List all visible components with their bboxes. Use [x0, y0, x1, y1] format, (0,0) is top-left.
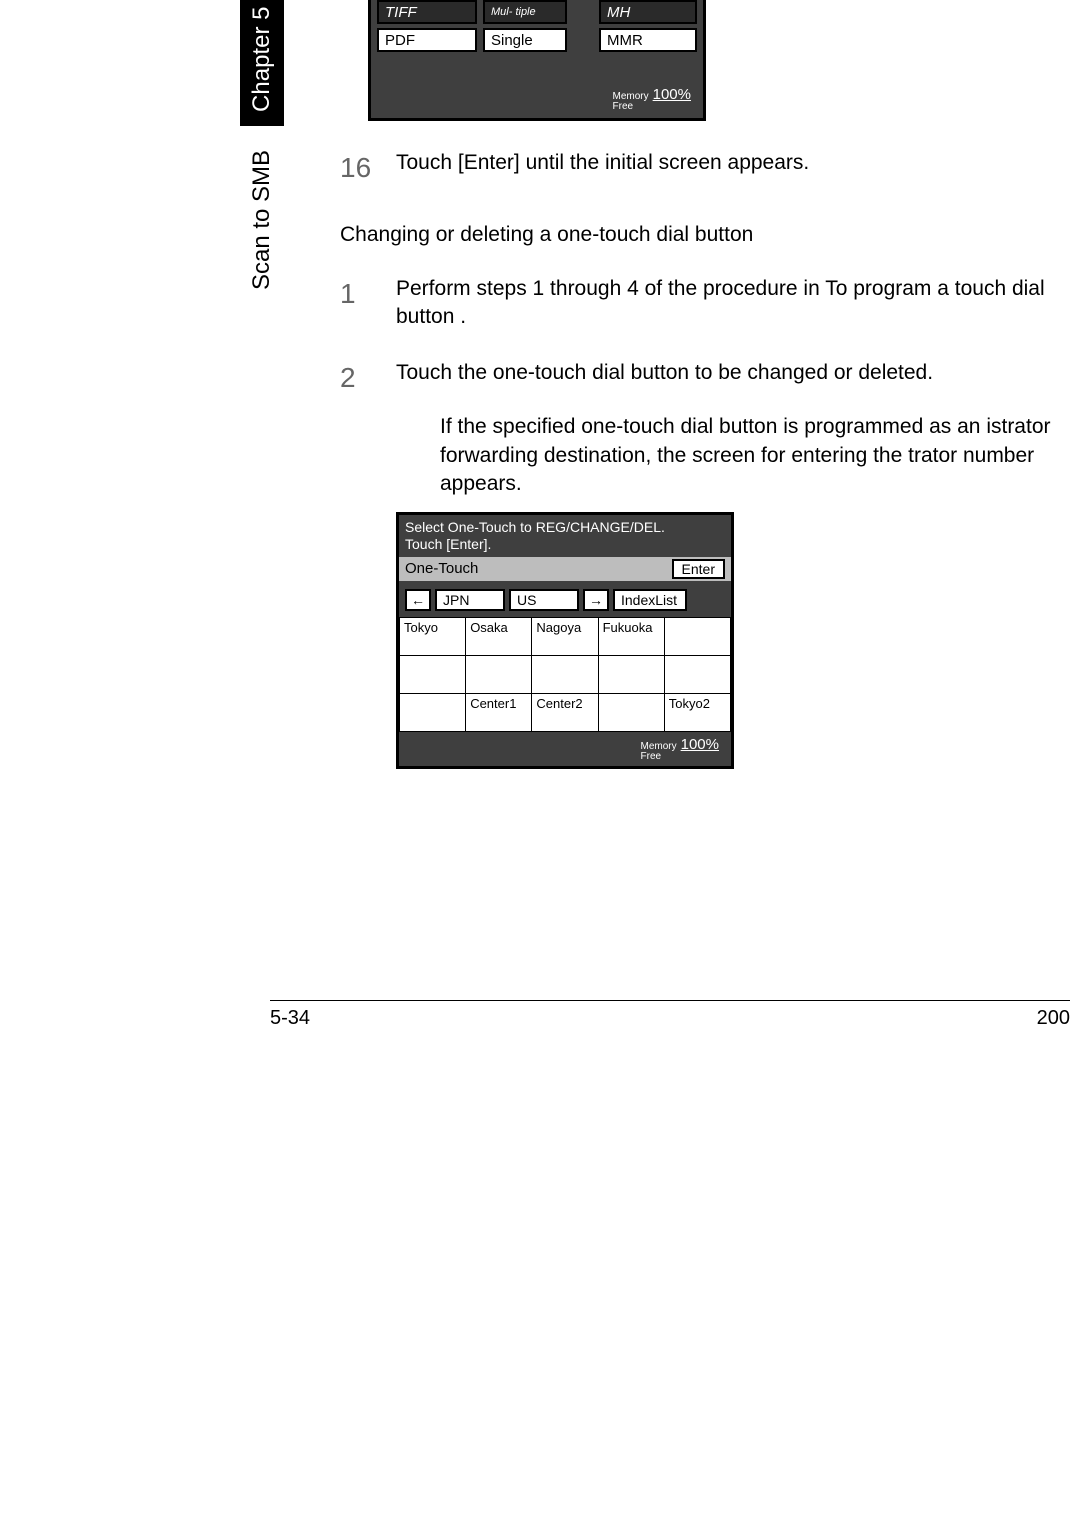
- dial-button[interactable]: Tokyo: [400, 617, 466, 655]
- page-number-left: 5-34: [270, 1007, 310, 1030]
- subheading: Changing or deleting a one-touch dial bu…: [340, 223, 1080, 247]
- main-column: TIFF Mul- tiple MH PDF Single MMR Memory…: [340, 0, 1080, 769]
- format-multiple[interactable]: Mul- tiple: [483, 0, 567, 24]
- enter-button[interactable]: Enter: [672, 559, 725, 579]
- one-touch-panel: Select One-Touch to REG/CHANGE/DEL. Touc…: [396, 512, 734, 769]
- page-footer: 5-34 200: [270, 1000, 1070, 1030]
- side-section: Scan to SMB: [242, 140, 282, 300]
- step-text: Touch the one-touch dial button to be ch…: [396, 359, 1080, 397]
- dial-button[interactable]: Fukuoka: [598, 617, 664, 655]
- tab-us[interactable]: US: [509, 589, 579, 611]
- dial-button[interactable]: [400, 655, 466, 693]
- one-touch-grid: Tokyo Osaka Nagoya Fukuoka Center1 Ce: [399, 617, 731, 732]
- dial-button[interactable]: [598, 655, 664, 693]
- step-text: Touch [Enter] until the initial screen a…: [396, 149, 1080, 187]
- lcd-title-2: Touch [Enter].: [405, 536, 725, 553]
- lcd-title-1: Select One-Touch to REG/CHANGE/DEL.: [405, 519, 725, 536]
- side-tab: Scan to SMB Chapter 5: [240, 0, 284, 300]
- step-1: 1 Perform steps 1 through 4 of the proce…: [340, 275, 1080, 332]
- step-2-note: If the specified one-touch dial button i…: [440, 413, 1080, 498]
- format-mmr[interactable]: MMR: [599, 28, 697, 52]
- lcd-bar-label: One-Touch: [405, 560, 478, 577]
- dial-button[interactable]: [598, 693, 664, 731]
- step-number: 2: [340, 359, 396, 397]
- format-single[interactable]: Single: [483, 28, 567, 52]
- page-number-right: 200: [1037, 1007, 1070, 1030]
- dial-button[interactable]: [532, 655, 598, 693]
- dial-button[interactable]: Tokyo2: [664, 693, 730, 731]
- dial-button[interactable]: Osaka: [466, 617, 532, 655]
- format-mh[interactable]: MH: [599, 0, 697, 24]
- step-number: 16: [340, 149, 396, 187]
- memory-free-top: Memory Free 100%: [377, 86, 697, 112]
- arrow-left-button[interactable]: ←: [405, 589, 431, 611]
- dial-button[interactable]: Center1: [466, 693, 532, 731]
- dial-button[interactable]: [400, 693, 466, 731]
- dial-button[interactable]: Center2: [532, 693, 598, 731]
- memory-free-lcd: Memory Free 100%: [405, 736, 725, 762]
- indexlist-button[interactable]: IndexList: [613, 589, 687, 611]
- step-text: Perform steps 1 through 4 of the procedu…: [396, 275, 1080, 332]
- tab-jpn[interactable]: JPN: [435, 589, 505, 611]
- arrow-right-button[interactable]: →: [583, 589, 609, 611]
- step-16: 16 Touch [Enter] until the initial scree…: [340, 149, 1080, 187]
- format-panel: TIFF Mul- tiple MH PDF Single MMR Memory…: [368, 0, 706, 121]
- format-pdf[interactable]: PDF: [377, 28, 477, 52]
- dial-button[interactable]: [466, 655, 532, 693]
- dial-button[interactable]: [664, 617, 730, 655]
- dial-button[interactable]: [664, 655, 730, 693]
- format-tiff[interactable]: TIFF: [377, 0, 477, 24]
- step-number: 1: [340, 275, 396, 332]
- lcd-tabs: ← JPN US → IndexList: [399, 585, 731, 617]
- side-chapter: Chapter 5: [240, 0, 284, 126]
- lcd-bar: One-Touch Enter: [399, 557, 731, 581]
- dial-button[interactable]: Nagoya: [532, 617, 598, 655]
- step-2: 2 Touch the one-touch dial button to be …: [340, 359, 1080, 397]
